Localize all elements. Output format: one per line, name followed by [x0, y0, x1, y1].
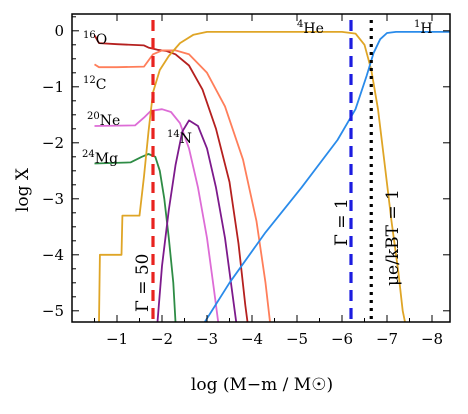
y-axis-label: log X [13, 167, 33, 212]
label-h1: 1H [414, 19, 433, 37]
series-line-12c [94, 49, 271, 322]
y-tick-label: −3 [42, 190, 64, 208]
series-line-16o [93, 34, 249, 322]
y-tick-label: −2 [42, 134, 64, 152]
x-tick-label: −3 [196, 330, 218, 348]
x-tick-label: −6 [331, 330, 353, 348]
label-o16: 16O [83, 30, 107, 48]
label-mg24: 24Mg [82, 149, 118, 167]
label-gamma-1: Γ = 1 [332, 198, 352, 246]
y-tick-label: −1 [42, 78, 64, 96]
series-line-20ne [94, 108, 220, 322]
ticks-layer: −1 −2 −3 −4 −5 −6 −7 −8 0 −1 −2 −3 −4 −5 [42, 14, 450, 348]
x-tick-label: −7 [376, 330, 398, 348]
label-n14: 14N [167, 129, 192, 147]
series-line-4he [98, 30, 406, 322]
y-tick-label: 0 [54, 22, 64, 40]
label-gamma-50: Γ = 50 [133, 254, 153, 312]
label-he4: 4He [297, 19, 324, 37]
x-axis-label: log (M−m / M☉) [191, 375, 333, 395]
y-tick-label: −4 [42, 246, 64, 264]
y-tick-label: −5 [42, 302, 64, 320]
series-line-1h [204, 30, 450, 322]
x-tick-label: −2 [151, 330, 173, 348]
x-tick-label: −4 [241, 330, 263, 348]
x-tick-label: −8 [421, 330, 443, 348]
series-layer [93, 30, 450, 322]
label-c12: 12C [83, 75, 106, 93]
vertical-lines-layer [151, 20, 373, 322]
x-tick-label: −1 [106, 330, 128, 348]
series-line-14n [156, 119, 238, 322]
series-line-24mg [94, 153, 177, 322]
label-mu-e: μe/kBT = 1 [383, 189, 403, 286]
x-tick-label: −5 [286, 330, 308, 348]
label-ne20: 20Ne [87, 111, 120, 129]
plot-frame [71, 13, 451, 323]
